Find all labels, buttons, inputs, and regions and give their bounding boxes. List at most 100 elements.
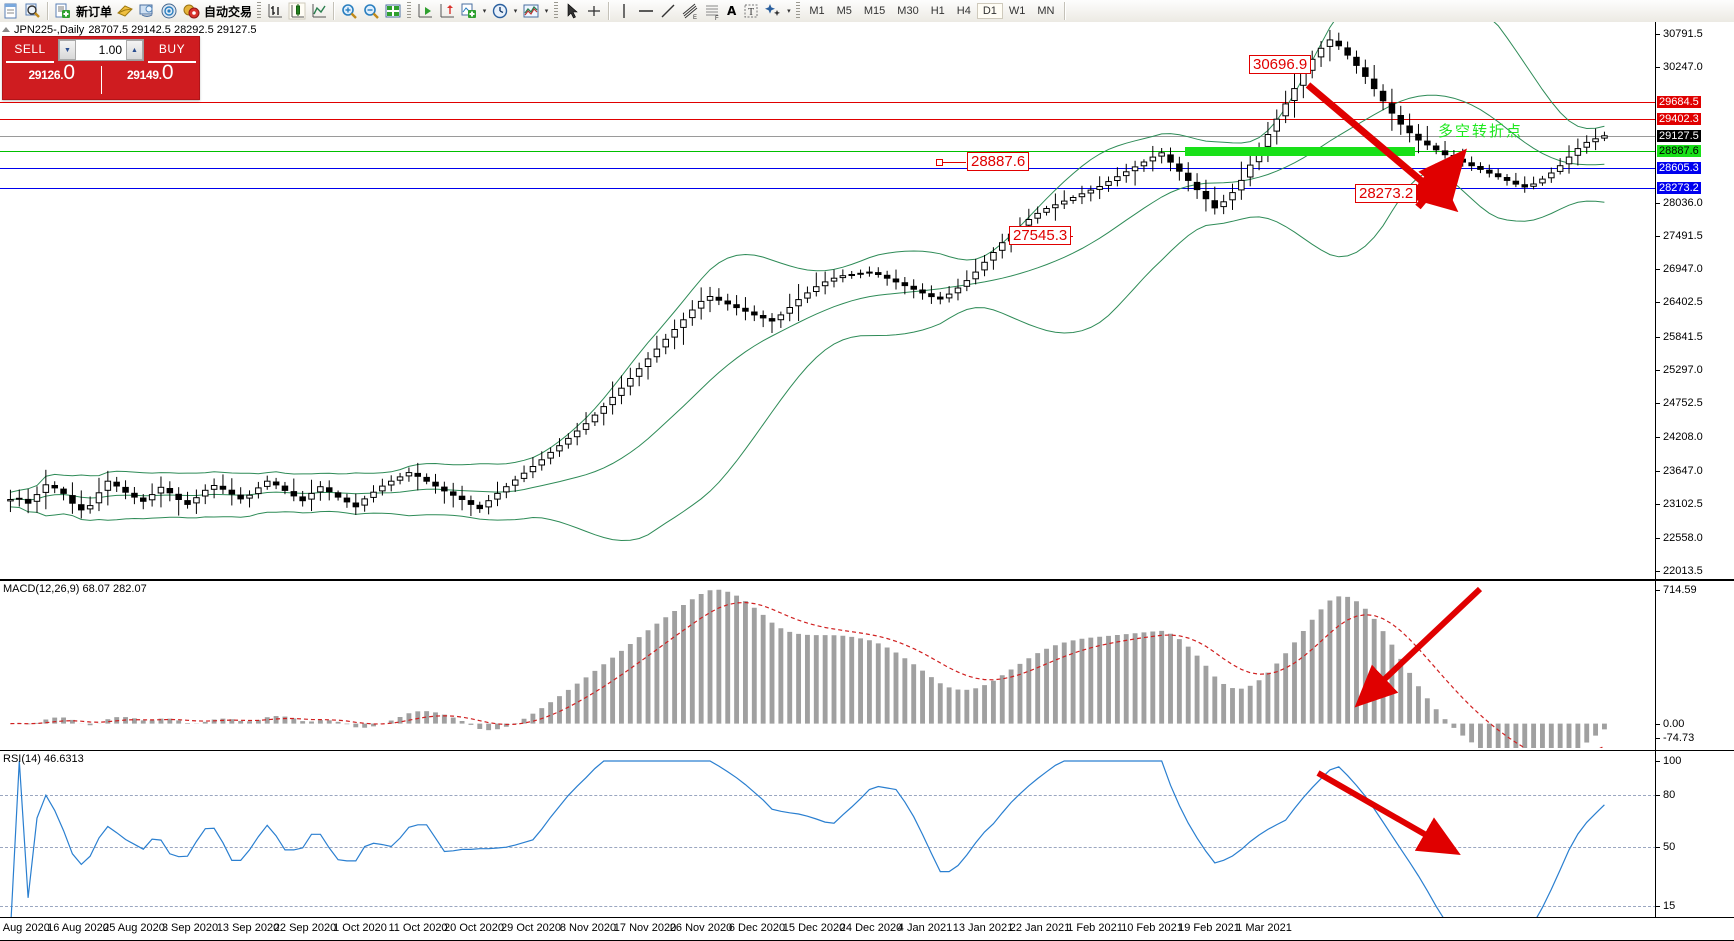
price-axis[interactable]: 30791.5 30247.0 28036.0 27491.5 26947.0 26402…: [1655, 22, 1734, 579]
period-chevron-down-icon[interactable]: ▾: [513, 8, 518, 15]
date-tick-label: 1 Feb 2021: [1067, 922, 1123, 934]
equidistant-channel-icon[interactable]: E: [679, 1, 701, 21]
price-plot[interactable]: 30696.9 28273.2 27545.3 28887.6 多空转折点: [0, 22, 1656, 579]
timeframe-m5[interactable]: M5: [836, 5, 852, 17]
new-order-icon[interactable]: [52, 1, 74, 21]
horizontal-level-line[interactable]: [0, 136, 1656, 137]
timeframe-d1[interactable]: D1: [976, 3, 1003, 19]
rsi-plot[interactable]: [0, 751, 1656, 940]
period-icon[interactable]: [489, 1, 511, 21]
price-level-badge[interactable]: 28273.2: [1657, 182, 1701, 195]
timeframe-m30[interactable]: M30: [897, 5, 919, 17]
macd-tick: [1656, 589, 1660, 591]
rsi-pane[interactable]: RSI(14) 46.6313 1008050150: [0, 750, 1734, 941]
horizontal-level-line[interactable]: [0, 168, 1656, 169]
toolbar-grip[interactable]: [257, 2, 262, 20]
one-click-trading-panel: SELL ▼ 1.00 ▲ BUY 29126 . 0 29149 . 0: [2, 36, 200, 100]
annotation-mid-price[interactable]: 28887.6: [967, 152, 1030, 171]
rsi-line: [9, 760, 1605, 933]
chinese-turning-point-note[interactable]: 多空转折点: [1438, 122, 1524, 140]
annotation-high-price[interactable]: 30696.9: [1249, 55, 1312, 74]
templates-chevron-down-icon[interactable]: ▾: [544, 8, 549, 15]
timeframe-mn[interactable]: MN: [1037, 5, 1055, 17]
rsi-tick-label: 80: [1663, 789, 1676, 802]
volume-stepper[interactable]: ▼ 1.00 ▲: [58, 39, 144, 61]
price-level-badge[interactable]: 28887.6: [1657, 144, 1701, 157]
toolbar-grip-4[interactable]: [796, 2, 801, 20]
rsi-axis[interactable]: 1008050150: [1655, 751, 1734, 940]
macd-pane[interactable]: MACD(12,26,9) 68.07 282.07 714.59 0.00 -74…: [0, 580, 1734, 751]
volume-value[interactable]: 1.00: [98, 43, 122, 57]
date-tick-label: 10 Feb 2021: [1121, 922, 1183, 934]
bar-chart-icon[interactable]: [264, 1, 286, 21]
macd-plot[interactable]: [0, 581, 1656, 750]
annotation-support-price[interactable]: 27545.3: [1009, 226, 1072, 245]
annotation-target-price[interactable]: 28273.2: [1355, 184, 1418, 203]
horizontal-line-icon[interactable]: [635, 1, 657, 21]
price-level-badge[interactable]: 29684.5: [1657, 95, 1701, 108]
date-tick-label: 4 Jan 2021: [897, 922, 953, 934]
toolbar-grip-2[interactable]: [407, 2, 412, 20]
autotrading-icon[interactable]: [180, 1, 202, 21]
support-highlight-bar[interactable]: [1185, 146, 1415, 156]
add-indicator-chevron-down-icon[interactable]: ▾: [482, 8, 487, 15]
toolbar-grip-3[interactable]: [554, 2, 559, 20]
buy-button[interactable]: BUY: [148, 37, 196, 63]
vertical-line-icon[interactable]: [613, 1, 635, 21]
price-level-badge[interactable]: 29127.5: [1657, 129, 1701, 142]
annotation-leader-line: [1071, 236, 1073, 237]
chart-symbol-header: JPN225-,Daily 28707.5 29142.5 28292.5 29…: [0, 23, 257, 36]
shapes-icon[interactable]: [762, 1, 784, 21]
signals-icon[interactable]: [158, 1, 180, 21]
fibonacci-icon[interactable]: F: [701, 1, 723, 22]
zoom-in-icon[interactable]: [338, 1, 360, 21]
autotrading-label[interactable]: 自动交易: [204, 4, 253, 19]
macd-tick: [1656, 737, 1660, 739]
add-indicator-icon[interactable]: [458, 1, 480, 21]
macd-tick-label: 714.59: [1663, 583, 1697, 596]
macd-axis[interactable]: 714.59 0.00 -74.73: [1655, 581, 1734, 750]
horizontal-level-line[interactable]: [0, 102, 1656, 103]
metaeditor-icon[interactable]: [114, 1, 136, 21]
horizontal-level-line[interactable]: [0, 119, 1656, 120]
candlestick-chart-icon[interactable]: [286, 1, 308, 21]
buy-price[interactable]: 29149 . 0: [102, 62, 200, 97]
price-level-badge[interactable]: 29402.3: [1657, 113, 1701, 126]
collapse-triangle-icon[interactable]: [2, 27, 10, 32]
annotation-handle[interactable]: [936, 159, 943, 166]
trendline-icon[interactable]: [657, 1, 679, 21]
cursor-icon[interactable]: [561, 1, 583, 21]
sell-price-decimal: 0: [63, 61, 76, 84]
date-tick-label: 6 Dec 2020: [728, 922, 786, 934]
timeframe-m15[interactable]: M15: [863, 5, 886, 17]
volume-decrement-icon[interactable]: ▼: [59, 40, 76, 60]
new-order-label[interactable]: 新订单: [76, 4, 113, 19]
inspect-icon[interactable]: [22, 1, 44, 21]
templates-icon[interactable]: [520, 1, 542, 21]
timeframe-m1[interactable]: M1: [809, 5, 825, 17]
timeframe-w1[interactable]: W1: [1008, 5, 1026, 17]
auto-scroll-icon[interactable]: [414, 1, 436, 21]
new-chart-icon[interactable]: [0, 1, 22, 21]
data-window-icon[interactable]: [382, 1, 404, 21]
shapes-chevron-down-icon[interactable]: ▾: [787, 8, 791, 15]
text-label-icon[interactable]: T: [740, 1, 762, 21]
terminal-icon[interactable]: [136, 1, 158, 21]
volume-increment-icon[interactable]: ▲: [126, 40, 143, 60]
sell-button[interactable]: SELL: [6, 37, 54, 63]
sell-price[interactable]: 29126 . 0: [3, 61, 101, 97]
rsi-level-line: [0, 906, 1656, 908]
zoom-out-icon[interactable]: [360, 1, 382, 21]
price-level-badge[interactable]: 28605.3: [1657, 161, 1701, 174]
crosshair-icon[interactable]: [583, 1, 605, 21]
chart-shift-icon[interactable]: [436, 1, 458, 21]
price-tick-label: 27491.5: [1663, 229, 1703, 242]
timeframe-h4[interactable]: H4: [956, 5, 971, 17]
chart-area[interactable]: 30696.9 28273.2 27545.3 28887.6 多空转折点 30791.…: [0, 22, 1734, 941]
text-icon[interactable]: A: [723, 1, 740, 21]
ohlc-values: 28707.5 29142.5 28292.5 29127.5: [88, 23, 257, 36]
price-pane[interactable]: 30696.9 28273.2 27545.3 28887.6 多空转折点 30791.…: [0, 22, 1734, 580]
line-chart-icon[interactable]: [308, 1, 330, 21]
timeframe-h1[interactable]: H1: [930, 5, 945, 17]
